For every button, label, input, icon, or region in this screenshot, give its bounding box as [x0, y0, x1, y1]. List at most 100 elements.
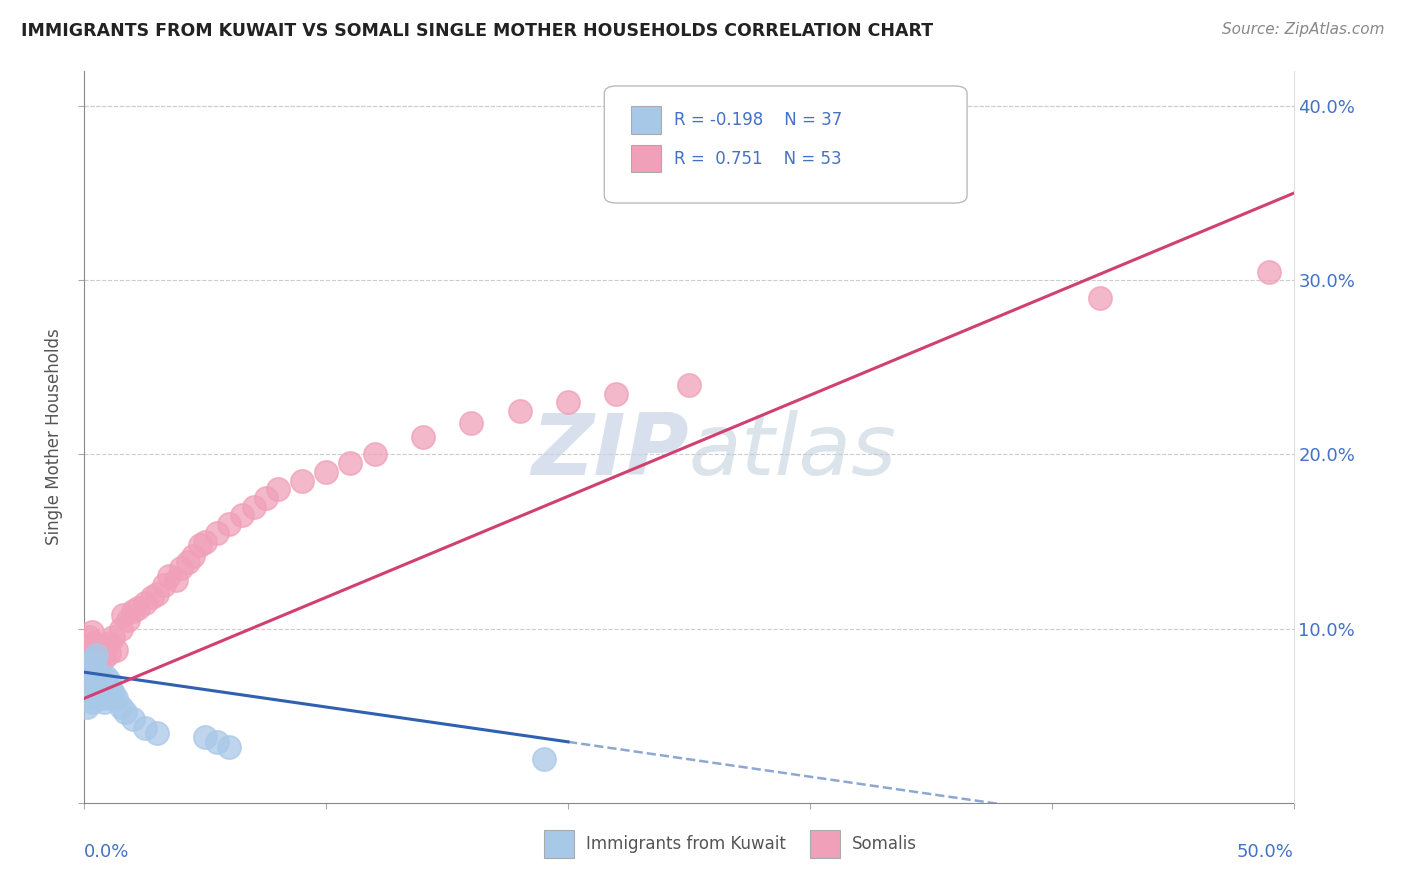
Point [363, 448, 385, 462]
Point [87, 686, 110, 700]
Text: 0.0%: 0.0% [84, 843, 129, 861]
Point [181, 549, 204, 563]
Point [103, 631, 125, 645]
Point [83, 635, 105, 649]
Point [509, 404, 531, 418]
Point [97, 691, 120, 706]
Point [77, 673, 100, 688]
Point [87, 660, 110, 674]
Text: R = -0.198    N = 37: R = -0.198 N = 37 [675, 111, 842, 128]
Point [103, 686, 125, 700]
Point [94, 670, 117, 684]
Point [110, 700, 132, 714]
Point [121, 604, 143, 618]
Point [194, 730, 217, 744]
Point [83, 653, 105, 667]
FancyBboxPatch shape [544, 830, 574, 858]
Point [110, 622, 132, 636]
Point [80, 695, 103, 709]
Text: Immigrants from Kuwait: Immigrants from Kuwait [586, 835, 786, 853]
Point [207, 525, 229, 540]
FancyBboxPatch shape [605, 86, 967, 203]
Point [86, 665, 108, 680]
Point [146, 587, 169, 601]
Point [134, 721, 156, 735]
Point [94, 639, 117, 653]
Point [146, 726, 169, 740]
Point [1258, 265, 1281, 279]
Point [557, 395, 579, 409]
Point [90, 691, 112, 706]
Point [86, 648, 108, 662]
Point [104, 642, 127, 657]
Point [100, 682, 122, 697]
Point [97, 635, 120, 649]
Point [76, 657, 98, 671]
Point [83, 670, 105, 684]
Point [170, 560, 193, 574]
Text: Somalis: Somalis [852, 835, 917, 853]
Point [93, 695, 115, 709]
Point [83, 688, 105, 702]
Point [80, 660, 103, 674]
Point [80, 642, 103, 657]
Point [920, 178, 942, 192]
Text: Source: ZipAtlas.com: Source: ZipAtlas.com [1222, 22, 1385, 37]
Point [194, 534, 217, 549]
Y-axis label: Single Mother Households: Single Mother Households [45, 329, 63, 545]
Point [254, 491, 277, 505]
Point [121, 712, 143, 726]
Point [112, 607, 135, 622]
Point [114, 705, 136, 719]
Point [90, 673, 112, 688]
Point [218, 740, 240, 755]
Text: 50.0%: 50.0% [1237, 843, 1294, 861]
Point [218, 517, 240, 532]
Point [127, 600, 149, 615]
Point [678, 377, 700, 392]
Point [97, 673, 120, 688]
Point [86, 682, 108, 697]
Point [87, 642, 110, 657]
Point [86, 657, 108, 671]
Point [117, 613, 139, 627]
Point [231, 508, 253, 523]
Point [605, 386, 627, 401]
Point [94, 688, 117, 702]
Point [412, 430, 434, 444]
Text: R =  0.751    N = 53: R = 0.751 N = 53 [675, 150, 842, 168]
Point [177, 556, 200, 570]
Point [77, 691, 100, 706]
Point [267, 483, 290, 497]
Point [141, 591, 163, 605]
Point [291, 474, 314, 488]
Point [76, 665, 98, 680]
FancyBboxPatch shape [631, 106, 661, 134]
Point [76, 682, 98, 697]
Point [1088, 291, 1111, 305]
Point [153, 578, 176, 592]
Point [315, 465, 337, 479]
Point [77, 631, 100, 645]
FancyBboxPatch shape [810, 830, 841, 858]
Point [134, 595, 156, 609]
Point [80, 677, 103, 691]
Point [76, 700, 98, 714]
Point [87, 668, 110, 682]
Point [207, 735, 229, 749]
Point [190, 538, 212, 552]
Point [83, 653, 105, 667]
Point [165, 573, 187, 587]
Point [77, 657, 100, 671]
Point [460, 416, 482, 430]
Point [104, 691, 127, 706]
Text: IMMIGRANTS FROM KUWAIT VS SOMALI SINGLE MOTHER HOUSEHOLDS CORRELATION CHART: IMMIGRANTS FROM KUWAIT VS SOMALI SINGLE … [21, 22, 934, 40]
Text: atlas: atlas [689, 410, 897, 493]
Point [90, 648, 112, 662]
Point [93, 677, 115, 691]
Point [339, 456, 361, 470]
Point [80, 625, 103, 640]
Text: ZIP: ZIP [531, 410, 689, 493]
Point [97, 646, 120, 660]
Point [533, 752, 555, 766]
